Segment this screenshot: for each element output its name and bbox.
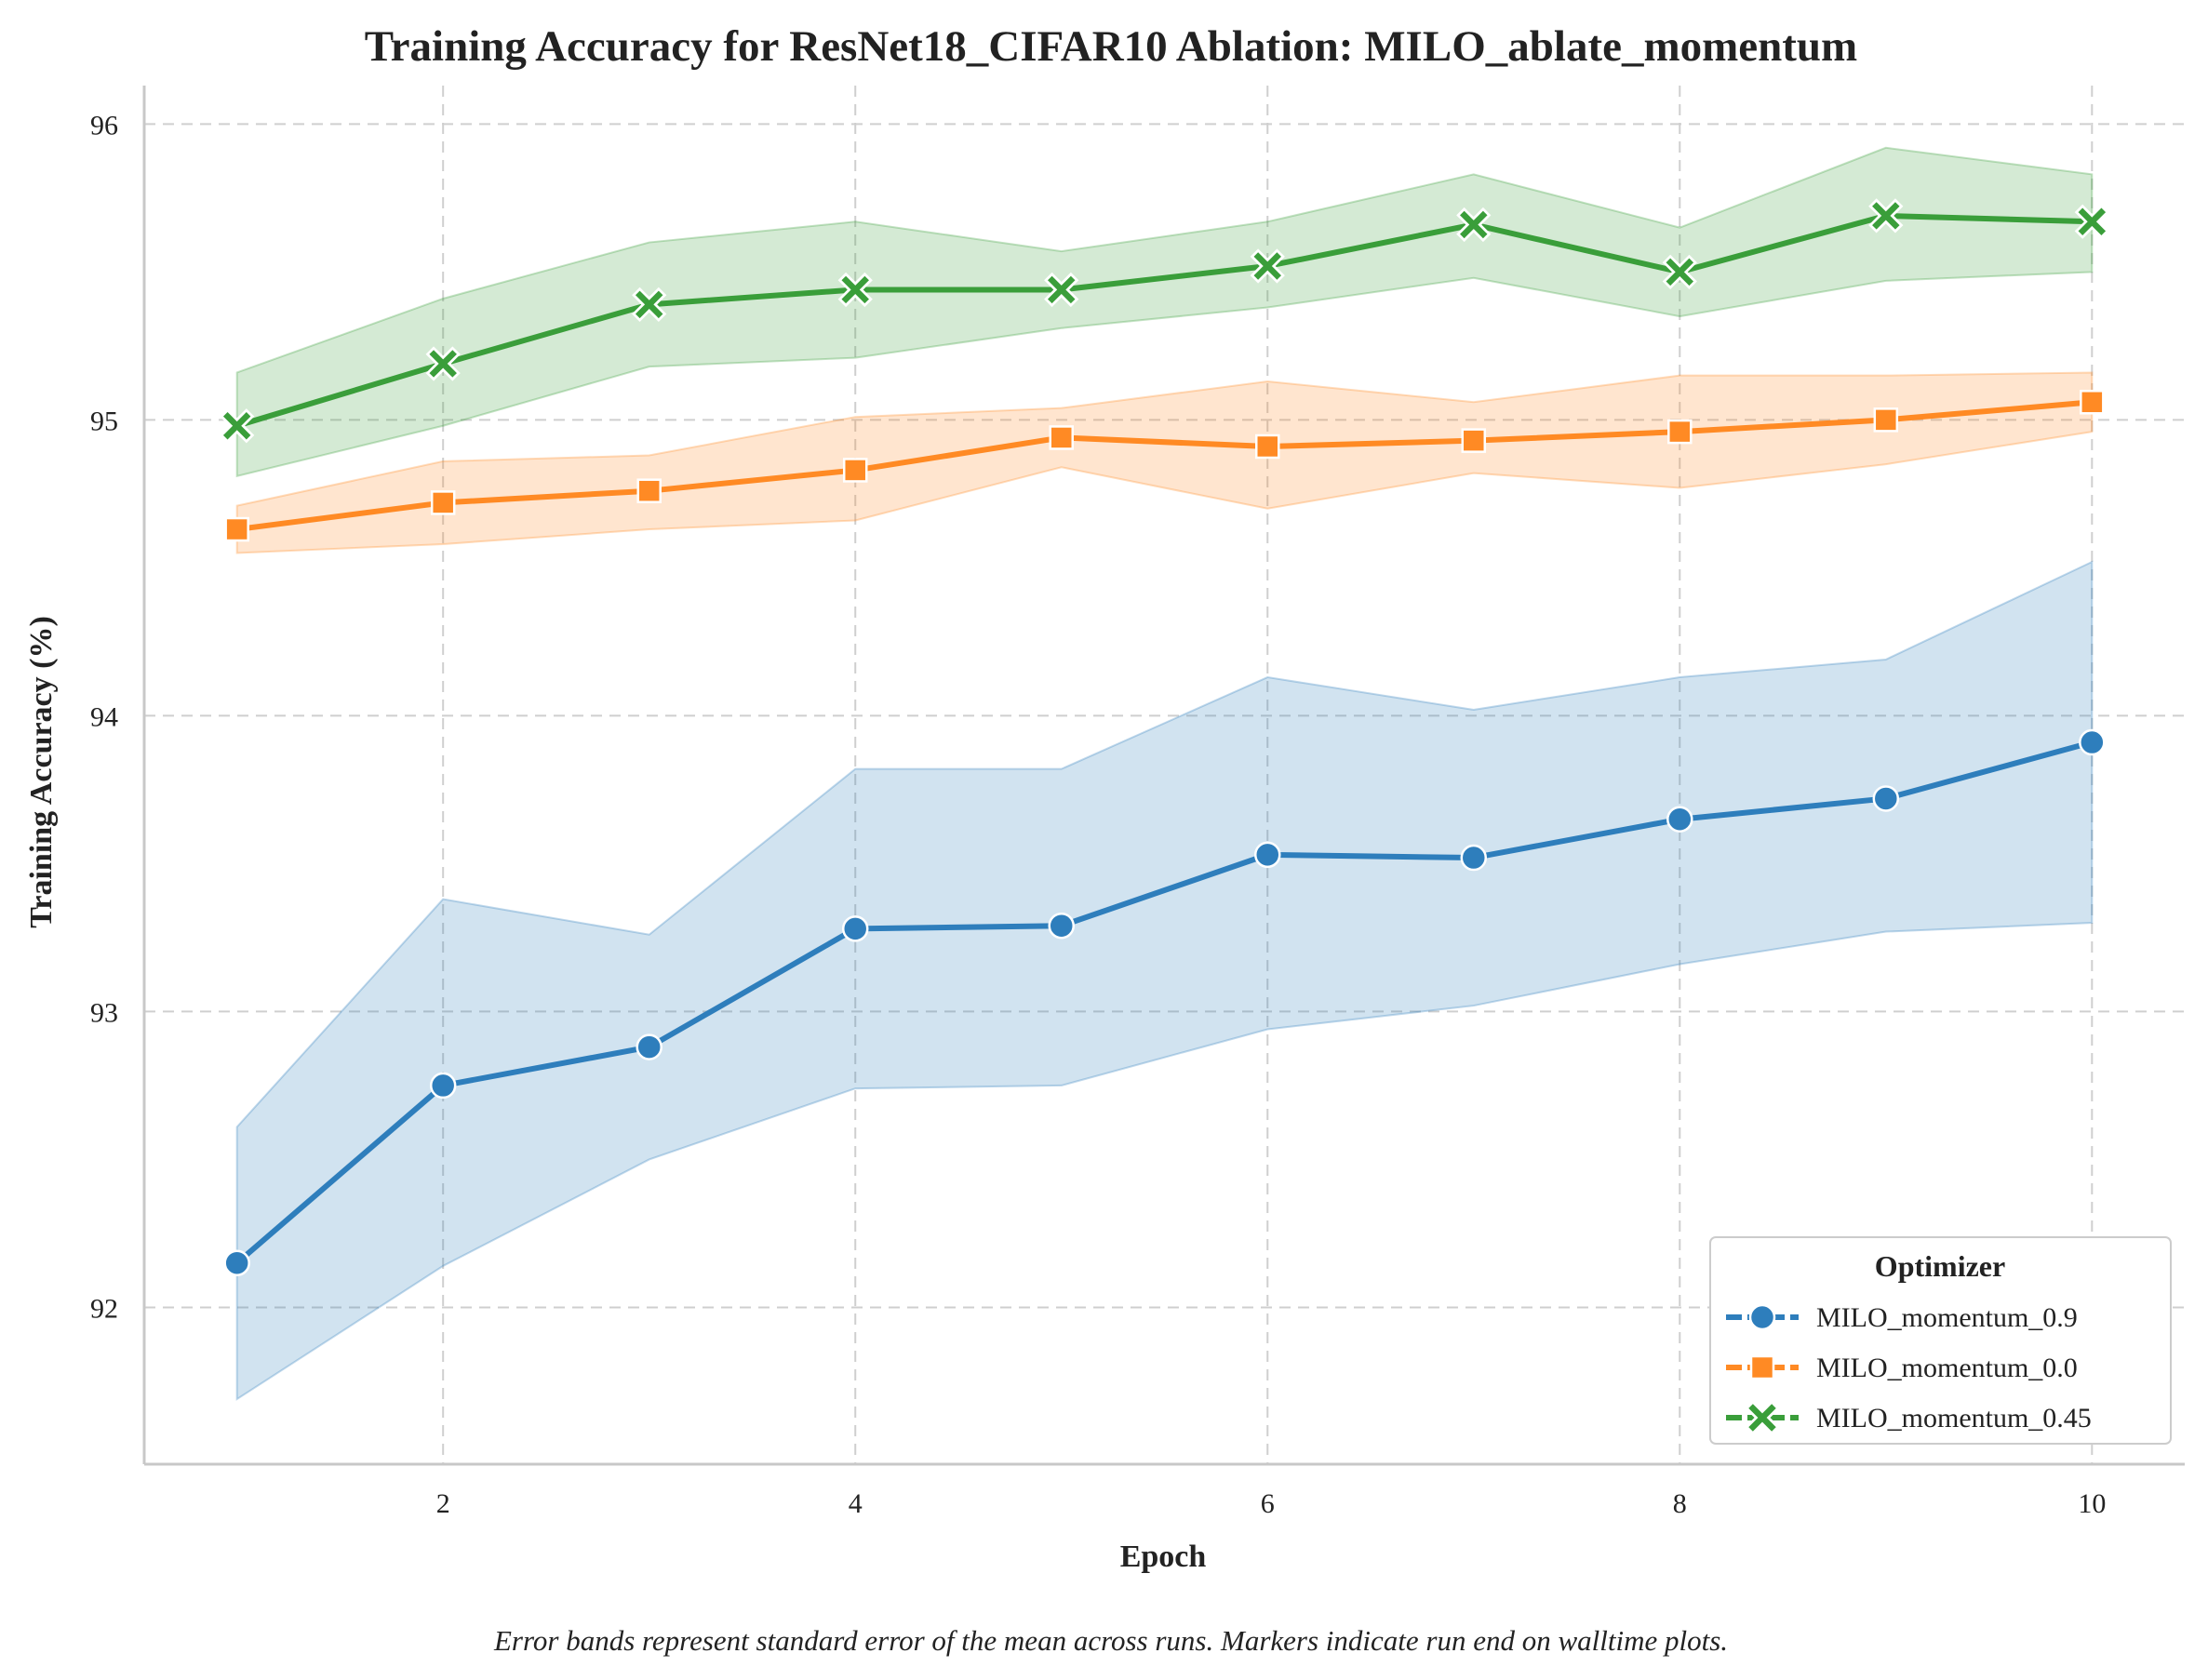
legend-label-2: MILO_momentum_0.45 [1816,1403,2092,1433]
x-tick-label: 10 [2078,1488,2106,1519]
data-point [1254,841,1281,869]
y-axis-label: Training Accuracy (%) [24,616,59,928]
data-point [1667,419,1693,445]
x-tick-label: 4 [849,1488,863,1519]
legend: Optimizer MILO_momentum_0.9 MILO_momentum… [1709,1236,2172,1445]
data-point [2080,390,2105,415]
data-point [223,1249,250,1276]
legend-label-0: MILO_momentum_0.9 [1816,1302,2078,1333]
data-point [1662,254,1697,289]
data-point-cross [841,275,869,304]
series-line-0 [234,740,2095,1266]
data-point [837,272,873,308]
data-point [220,408,255,444]
data-point [1044,272,1079,308]
data-point [1873,407,1899,433]
data-point-cross [1666,258,1694,287]
data-point [1872,785,1900,812]
y-tick-label: 94 [90,701,118,732]
data-point-cross [1460,210,1488,239]
data-point-cross [635,290,663,319]
series-lines [234,212,2095,1266]
data-point-cross [2078,207,2107,236]
data-point [1250,248,1285,284]
data-point [1048,912,1075,940]
error-band-0 [235,560,2094,1401]
legend-marker-0 [1748,1303,1776,1331]
data-point [429,1072,457,1100]
legend-marker-2 [1745,1400,1780,1435]
series-line-2 [234,212,2095,429]
x-axis-label: Epoch [1120,1540,1207,1574]
data-point [1461,428,1487,453]
data-point-cross [429,350,457,378]
data-point [1049,425,1074,450]
data-point-cross [1048,275,1076,304]
data-point [1868,198,1904,233]
axes [142,86,2185,1466]
data-point-cross [1872,202,1900,230]
chart-title: Training Accuracy for ResNet18_CIFAR10 A… [365,22,1857,71]
error-bands [235,146,2094,1401]
legend-box [1709,1236,2172,1445]
data-point [636,478,662,503]
caption: Error bands represent standard error of … [493,1624,1728,1657]
data-point [841,915,869,942]
data-point [2079,728,2106,756]
data-point [842,458,868,483]
y-tick-label: 93 [90,997,118,1028]
data-point [2074,204,2109,239]
data-point [1460,844,1488,872]
data-point [430,490,456,515]
series-markers [220,198,2109,1276]
series-line-1 [234,399,2095,533]
data-point [1666,806,1693,833]
error-band-1 [235,371,2094,554]
legend-label-1: MILO_momentum_0.0 [1816,1353,2078,1383]
x-tick-label: 8 [1673,1488,1687,1519]
legend-marker-1 [1749,1354,1775,1380]
data-point [1456,207,1492,243]
legend-marker-2-cross [1748,1404,1776,1432]
x-tick-label: 2 [436,1488,450,1519]
error-band-2 [235,146,2094,478]
y-tick-label: 92 [90,1293,118,1324]
y-tick-label: 96 [90,110,118,140]
data-point-cross [222,411,251,440]
data-point-cross [1253,252,1281,280]
y-tick-label: 95 [90,406,118,436]
tick-labels: 2 4 6 8 10 92 93 94 95 96 [90,110,2106,1519]
legend-title: Optimizer [1875,1249,2005,1283]
data-point [1255,433,1280,460]
data-point [224,516,249,542]
x-tick-label: 6 [1261,1488,1275,1519]
data-point [632,287,667,322]
data-point [425,346,461,381]
data-point [636,1033,662,1060]
